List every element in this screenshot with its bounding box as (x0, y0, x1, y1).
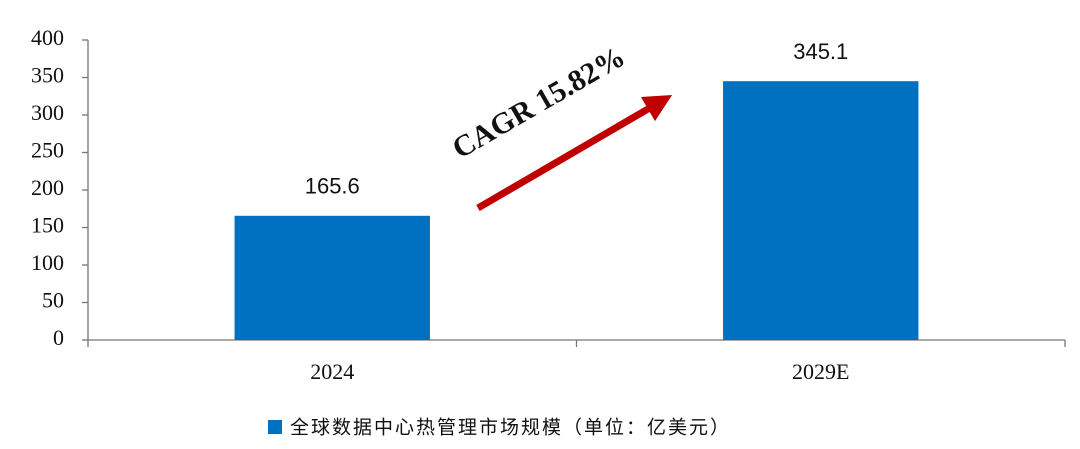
y-tick-label: 400 (31, 25, 64, 50)
y-tick-label: 150 (31, 213, 64, 238)
y-tick-label: 300 (31, 100, 64, 125)
x-tick-label: 2024 (310, 359, 354, 384)
y-tick-label: 50 (42, 288, 64, 313)
data-label: 165.6 (305, 174, 360, 199)
y-tick-label: 350 (31, 63, 64, 88)
legend-swatch (268, 420, 282, 434)
data-label: 345.1 (793, 39, 848, 64)
growth-arrow (476, 94, 673, 212)
y-tick-label: 200 (31, 175, 64, 200)
bar (234, 215, 430, 340)
legend-label: 全球数据中心热管理市场规模（单位：亿美元） (290, 417, 731, 439)
y-tick-label: 0 (53, 325, 64, 350)
y-tick-label: 100 (31, 250, 64, 275)
x-tick-label: 2029E (792, 359, 849, 384)
bar (723, 81, 919, 341)
cagr-annotation: CAGR 15.82% (447, 40, 631, 165)
y-tick-label: 250 (31, 138, 64, 163)
